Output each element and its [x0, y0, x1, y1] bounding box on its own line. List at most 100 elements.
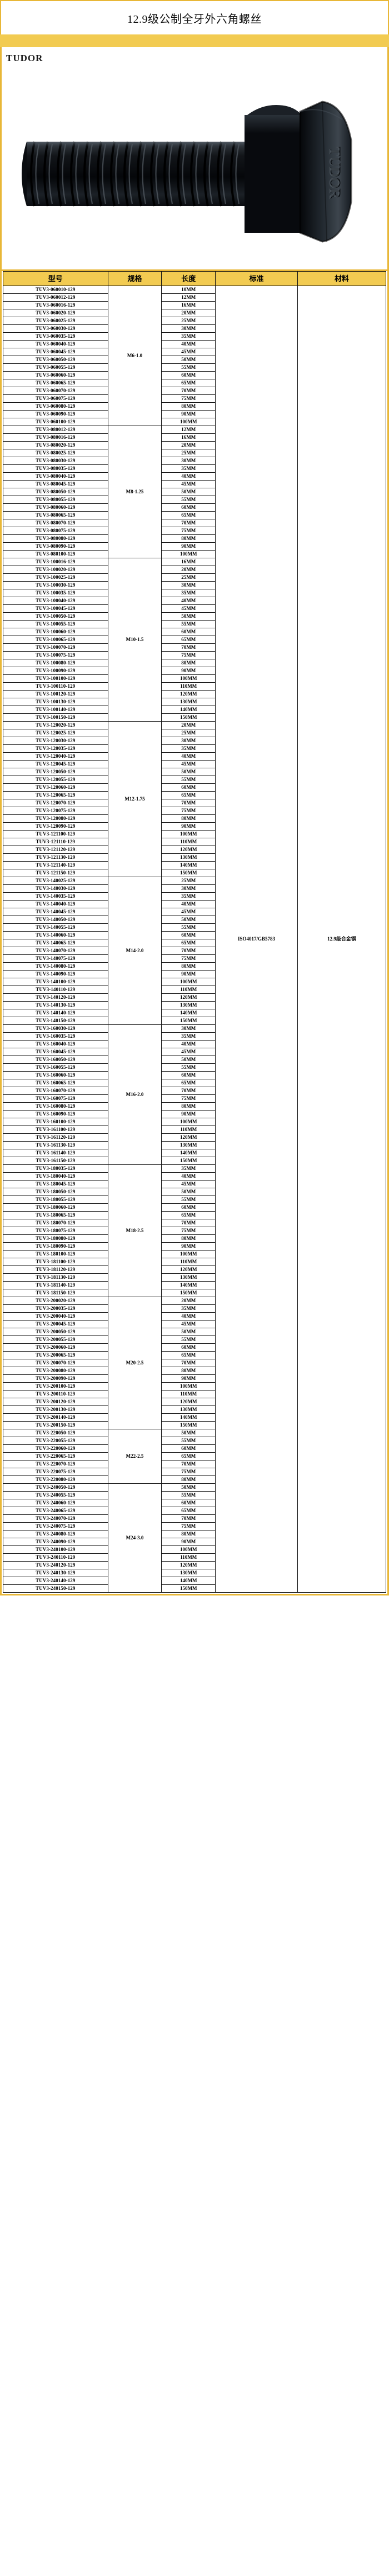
cell-length: 45MM — [161, 1180, 216, 1188]
spec-table-body: TUV3-060010-129 M6-1.0 10MM ISO4017/GB5783 1… — [3, 286, 387, 1593]
table-row: TUV3-100016-129 M10-1.5 16MM — [3, 558, 386, 722]
cell-length: 110MM — [161, 1390, 216, 1398]
cell-length: 70MM — [161, 1087, 216, 1095]
col-header-material: 材料 — [297, 271, 387, 286]
table-row: TUV3-240080-129 80MM — [3, 1530, 386, 1538]
cell-model: TUV3-160090-129 — [3, 1110, 108, 1118]
cell-length: 80MM — [161, 1530, 216, 1538]
cell-length: 100MM — [161, 1545, 216, 1554]
table-row: TUV3-160030-129 M16-2.0 30MM — [3, 1024, 386, 1165]
cell-length: 20MM — [161, 566, 216, 574]
cell-length: 65MM — [161, 511, 216, 519]
table-row: TUV3-200080-129 80MM — [3, 1367, 386, 1375]
cell-length: 140MM — [161, 706, 216, 714]
cell-model: TUV3-220070-129 — [3, 1460, 108, 1468]
table-row: TUV3-140110-129 110MM — [3, 986, 386, 994]
cell-length: 150MM — [161, 713, 216, 722]
cell-length: 60MM — [161, 371, 216, 379]
cell-length: 110MM — [161, 838, 216, 846]
cell-length: 70MM — [161, 1219, 216, 1227]
cell-length: 12MM — [161, 426, 216, 434]
cell-length: 80MM — [161, 402, 216, 411]
cell-model: TUV3-200055-129 — [3, 1335, 108, 1344]
cell-model: TUV3-160080-129 — [3, 1102, 108, 1111]
table-row: TUV3-200120-129 120MM — [3, 1398, 386, 1406]
cell-length: 65MM — [161, 1079, 216, 1087]
cell-model: TUV3-060080-129 — [3, 402, 108, 411]
cell-length: 90MM — [161, 1374, 216, 1383]
cell-model: TUV3-100140-129 — [3, 706, 108, 714]
cell-model: TUV3-080035-129 — [3, 464, 108, 473]
cell-length: 120MM — [161, 993, 216, 1002]
cell-model: TUV3-140035-129 — [3, 892, 108, 901]
cell-length: 150MM — [161, 1421, 216, 1429]
cell-length: 25MM — [161, 573, 216, 582]
cell-model: TUV3-240100-129 — [3, 1545, 108, 1554]
table-row: TUV3-121120-129 120MM — [3, 846, 386, 854]
cell-length: 65MM — [161, 1351, 216, 1359]
table-row: TUV3-080020-129 20MM — [3, 441, 386, 449]
cell-model: TUV3-100040-129 — [3, 597, 108, 605]
cell-model: TUV3-160045-129 — [3, 1048, 108, 1056]
cell-length: 140MM — [161, 1577, 216, 1585]
cell-model: TUV3-161150-129 — [3, 1157, 108, 1165]
table-row: TUV3-240130-129 130MM — [3, 1569, 386, 1577]
cell-length: 55MM — [161, 776, 216, 784]
cell-model: TUV3-140130-129 — [3, 1001, 108, 1009]
cell-model: TUV3-100130-129 — [3, 698, 108, 706]
cell-model: TUV3-220080-129 — [3, 1475, 108, 1484]
cell-model: TUV3-220055-129 — [3, 1437, 108, 1445]
cell-length: 80MM — [161, 534, 216, 543]
table-row: TUV3-160100-129 100MM — [3, 1118, 386, 1126]
cell-length: 75MM — [161, 1468, 216, 1476]
cell-length: 45MM — [161, 908, 216, 916]
brand-label: TUDOR — [6, 53, 43, 63]
table-row: TUV3-121130-129 130MM — [3, 853, 386, 862]
table-row: TUV3-100065-129 65MM — [3, 636, 386, 644]
cell-length: 75MM — [161, 651, 216, 659]
table-row: TUV3-161130-129 130MM — [3, 1141, 386, 1149]
cell-length: 30MM — [161, 324, 216, 333]
cell-length: 55MM — [161, 620, 216, 628]
cell-model: TUV3-180065-129 — [3, 1211, 108, 1219]
table-row: TUV3-180055-129 55MM — [3, 1196, 386, 1204]
cell-model: TUV3-161100-129 — [3, 1126, 108, 1134]
table-row: TUV3-180060-129 60MM — [3, 1203, 386, 1212]
table-row: TUV3-240090-129 90MM — [3, 1538, 386, 1546]
cell-model: TUV3-060050-129 — [3, 356, 108, 364]
table-row: TUV3-080012-129 M8-1.25 12MM — [3, 426, 386, 558]
cell-length: 45MM — [161, 1048, 216, 1056]
table-row: TUV3-181100-129 110MM — [3, 1258, 386, 1266]
cell-model: TUV3-240080-129 — [3, 1530, 108, 1538]
cell-model: TUV3-100025-129 — [3, 573, 108, 582]
cell-length: 55MM — [161, 1063, 216, 1072]
cell-length: 10MM — [161, 286, 216, 294]
cell-length: 50MM — [161, 612, 216, 621]
cell-length: 75MM — [161, 1227, 216, 1235]
cell-model: TUV3-200020-129 — [3, 1297, 108, 1305]
cell-length: 140MM — [161, 1281, 216, 1289]
cell-length: 60MM — [161, 1444, 216, 1453]
table-row: TUV3-180090-129 90MM — [3, 1242, 386, 1251]
cell-model: TUV3-100055-129 — [3, 620, 108, 628]
cell-model: TUV3-100035-129 — [3, 589, 108, 597]
cell-model: TUV3-080055-129 — [3, 496, 108, 504]
cell-length: 40MM — [161, 900, 216, 908]
table-row: TUV3-200035-129 35MM — [3, 1304, 386, 1313]
cell-model: TUV3-121120-129 — [3, 846, 108, 854]
cell-length: 120MM — [161, 846, 216, 854]
cell-model: TUV3-060012-129 — [3, 293, 108, 302]
table-row: TUV3-200055-129 55MM — [3, 1335, 386, 1344]
cell-model: TUV3-200090-129 — [3, 1374, 108, 1383]
cell-length: 40MM — [161, 340, 216, 348]
table-row: TUV3-120045-129 45MM — [3, 760, 386, 768]
table-row: TUV3-080060-129 60MM — [3, 503, 386, 512]
cell-length: 55MM — [161, 496, 216, 504]
cell-model: TUV3-161140-129 — [3, 1149, 108, 1157]
cell-length: 40MM — [161, 472, 216, 481]
cell-model: TUV3-100050-129 — [3, 612, 108, 621]
cell-model: TUV3-100100-129 — [3, 674, 108, 683]
cell-model: TUV3-060010-129 — [3, 286, 108, 294]
cell-length: 60MM — [161, 783, 216, 792]
cell-model: TUV3-120075-129 — [3, 807, 108, 815]
